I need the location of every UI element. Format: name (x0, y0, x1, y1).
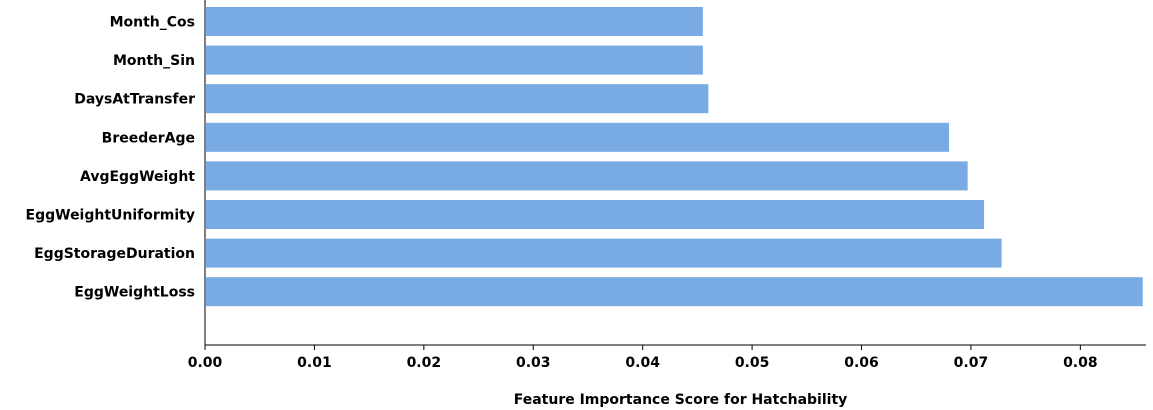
x-ticks-group: 0.00 0.01 0.02 0.03 0.04 0.05 0.06 0.07 0.08 (188, 345, 1098, 371)
x-tick-label: 0.01 (297, 355, 332, 371)
bar-month-cos (206, 7, 703, 36)
category-label: Month_Cos (110, 15, 195, 31)
x-tick-label: 0.07 (954, 355, 989, 371)
x-tick-label: 0.04 (625, 355, 660, 371)
category-label: DaysAtTransfer (74, 92, 195, 108)
category-label: BreederAge (102, 130, 195, 146)
category-label: EggWeightLoss (74, 285, 195, 301)
x-tick-label: 0.03 (516, 355, 551, 371)
x-tick-label: 0.02 (407, 355, 442, 371)
bar-avgeggweight (206, 161, 968, 191)
x-tick-label: 0.06 (844, 355, 879, 371)
bar-eggstorageduration (206, 238, 1002, 268)
category-label: EggWeightUniformity (26, 208, 195, 224)
bar-daysattransfer (206, 84, 709, 114)
x-tick-label: 0.00 (188, 355, 223, 371)
x-tick-label: 0.05 (735, 355, 770, 371)
bar-month-sin (206, 45, 703, 75)
category-label: Month_Sin (113, 53, 195, 69)
category-label: EggStorageDuration (34, 246, 195, 262)
bar-eggweightloss (206, 277, 1143, 307)
bar-breederage (206, 122, 950, 152)
category-labels-group: Month_Cos Month_Sin DaysAtTransfer BreederA… (26, 15, 196, 301)
x-tick-label: 0.08 (1063, 355, 1098, 371)
bar-eggweightuniformity (206, 200, 985, 229)
x-axis-title: Feature Importance Score for Hatchabilit… (514, 392, 848, 408)
category-label: AvgEggWeight (80, 169, 195, 185)
bars-group (206, 7, 1143, 307)
